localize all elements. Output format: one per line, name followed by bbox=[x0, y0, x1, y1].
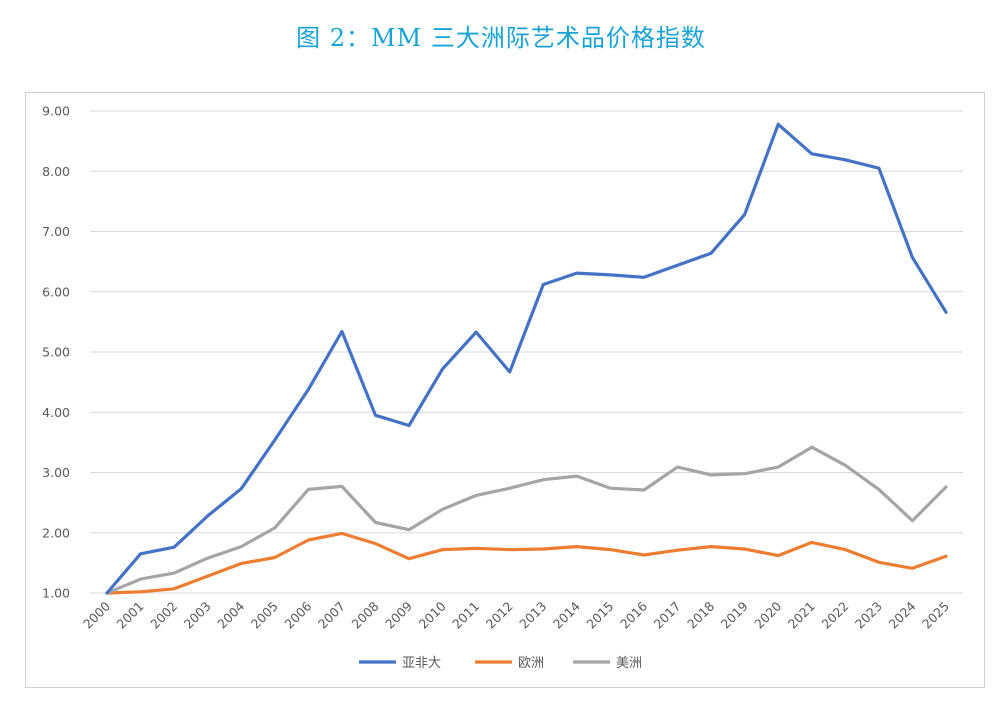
x-tick-label: 2007 bbox=[315, 599, 348, 632]
y-tick-label: 1.00 bbox=[42, 586, 70, 601]
y-tick-label: 9.00 bbox=[42, 104, 70, 119]
x-tick-label: 2025 bbox=[919, 599, 952, 632]
y-tick-label: 5.00 bbox=[42, 345, 70, 360]
x-axis-ticks: 2000 2001 2002 2003 2004 2005 2006 2007 2008 2009… bbox=[80, 598, 952, 631]
y-tick-label: 7.00 bbox=[42, 224, 70, 239]
x-tick-label: 2000 bbox=[80, 598, 113, 631]
legend-label: 亚非大 bbox=[402, 656, 441, 671]
y-axis-ticks: 1.00 2.00 3.00 4.00 5.00 6.00 7.00 8.00 9.00 bbox=[42, 104, 70, 601]
legend-label: 美洲 bbox=[616, 656, 642, 671]
x-tick-label: 2011 bbox=[449, 599, 482, 632]
series-line-3 bbox=[105, 445, 948, 595]
legend: 亚非大 欧洲 美洲 bbox=[359, 656, 642, 671]
x-tick-label: 2001 bbox=[114, 599, 147, 632]
x-tick-label: 2023 bbox=[852, 599, 885, 632]
x-tick-label: 2006 bbox=[281, 598, 314, 631]
x-tick-label: 2015 bbox=[583, 599, 616, 632]
y-tick-label: 8.00 bbox=[42, 164, 70, 179]
x-tick-label: 2022 bbox=[818, 599, 851, 632]
x-tick-label: 2020 bbox=[751, 598, 784, 631]
x-tick-label: 2016 bbox=[617, 598, 650, 631]
legend-label: 欧洲 bbox=[518, 656, 544, 671]
x-tick-label: 2014 bbox=[550, 598, 583, 631]
x-tick-label: 2004 bbox=[214, 598, 247, 631]
y-tick-label: 2.00 bbox=[42, 525, 70, 540]
chart-title: 图 2：MM 三大洲际艺术品价格指数 bbox=[296, 24, 706, 52]
gridlines bbox=[90, 110, 963, 594]
x-tick-label: 2021 bbox=[785, 599, 818, 632]
series-line-1 bbox=[105, 122, 948, 595]
x-tick-label: 2005 bbox=[248, 599, 281, 632]
series-lines bbox=[105, 122, 948, 595]
x-tick-label: 2013 bbox=[516, 599, 549, 632]
x-tick-label: 2010 bbox=[416, 598, 449, 631]
x-tick-label: 2024 bbox=[885, 598, 918, 631]
x-tick-label: 2012 bbox=[483, 599, 516, 632]
x-tick-label: 2003 bbox=[181, 599, 214, 632]
y-tick-label: 3.00 bbox=[42, 465, 70, 480]
x-tick-label: 2002 bbox=[147, 599, 180, 632]
y-tick-label: 4.00 bbox=[42, 405, 70, 420]
y-tick-label: 6.00 bbox=[42, 284, 70, 299]
x-tick-label: 2019 bbox=[718, 598, 751, 631]
x-tick-label: 2008 bbox=[348, 598, 381, 631]
x-tick-label: 2018 bbox=[684, 598, 717, 631]
x-tick-label: 2017 bbox=[651, 599, 684, 632]
series-line-2 bbox=[105, 531, 948, 595]
x-tick-label: 2009 bbox=[382, 598, 415, 631]
chart-frame bbox=[25, 92, 985, 688]
